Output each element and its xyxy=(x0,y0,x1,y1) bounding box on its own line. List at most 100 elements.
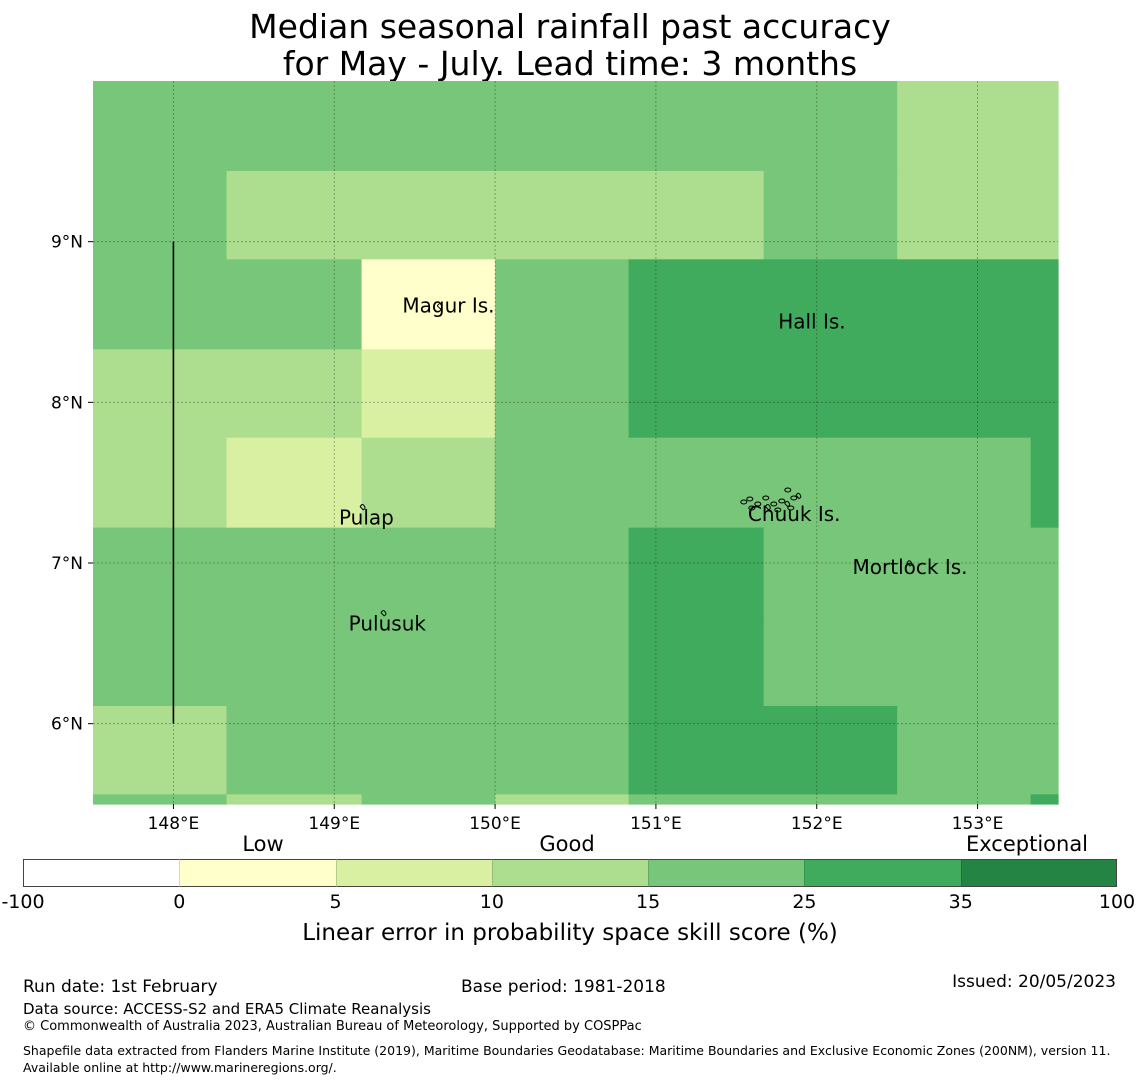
colorbar-tick-label: 35 xyxy=(948,891,973,913)
island-label: Magur Is. xyxy=(402,293,494,317)
issued-date: Issued: 20/05/2023 xyxy=(952,972,1116,992)
colorbar-tick-label: 0 xyxy=(173,891,186,913)
data-source: Data source: ACCESS-S2 and ERA5 Climate … xyxy=(23,1000,431,1018)
grid-cell xyxy=(361,349,496,439)
grid-cell xyxy=(763,527,1059,617)
grid-cell xyxy=(93,349,363,439)
grid-cell xyxy=(763,616,1059,707)
lon-tick-label: 151°E xyxy=(630,814,682,830)
island-outline xyxy=(359,504,366,511)
copyright-notice: © Commonwealth of Australia 2023, Austra… xyxy=(23,1019,642,1034)
island-outline xyxy=(746,496,754,502)
island-outline xyxy=(795,492,802,500)
island-outline xyxy=(784,487,792,493)
grid-cell xyxy=(628,705,898,795)
island-outline xyxy=(740,499,748,505)
island-outline xyxy=(770,501,778,507)
grid-cell xyxy=(495,437,1032,529)
grid-cell xyxy=(763,170,898,260)
colorbar-segment xyxy=(804,859,962,887)
base-period: Base period: 1981-2018 xyxy=(461,977,666,997)
lon-tick-label: 153°E xyxy=(952,814,1004,830)
lat-tick-label: 6°N xyxy=(51,715,83,735)
island-label: Chuuk Is. xyxy=(748,502,841,526)
grid-cell xyxy=(93,794,228,805)
colorbar-segment xyxy=(648,859,805,887)
grid-cell xyxy=(1030,437,1059,529)
lat-tick-label: 8°N xyxy=(51,393,83,413)
grid-cell xyxy=(226,170,765,260)
grid-cell xyxy=(495,794,630,805)
grid-cell xyxy=(93,170,228,260)
lon-tick-label: 148°E xyxy=(148,814,200,830)
graticule xyxy=(93,81,1058,804)
grid-cell xyxy=(361,437,496,529)
grid-cell xyxy=(226,705,630,795)
island-outline xyxy=(762,495,770,501)
grid-cell xyxy=(628,259,1059,350)
colorbar-tick-label: 5 xyxy=(329,891,342,913)
colorbar-tick-label: 25 xyxy=(792,891,817,913)
colorbar-segment xyxy=(960,859,1118,887)
map-title-line-1: Median seasonal rainfall past accuracy xyxy=(249,7,891,46)
grid-cell xyxy=(897,170,1059,260)
island-label: Pulusuk xyxy=(349,611,427,635)
grid-cell xyxy=(897,705,1059,795)
colorbar-segment xyxy=(335,859,493,887)
grid-cell xyxy=(226,437,363,529)
colorbar-label-good: Good xyxy=(539,832,595,856)
lon-tick-label: 152°E xyxy=(791,814,843,830)
grid-cell xyxy=(361,794,496,805)
island-outline xyxy=(906,560,913,567)
colorbar-tick-label: 15 xyxy=(636,891,661,913)
grid-cell xyxy=(628,616,765,707)
island-outline xyxy=(748,505,756,511)
colorbar-tick-label: 10 xyxy=(479,891,504,913)
map-axes: 148°E 149°E 150°E 151°E 152°E 153°E 9°N 8°N 7°N 6… xyxy=(51,233,1003,830)
grid-cell xyxy=(897,81,1059,172)
grid-cell xyxy=(628,349,1059,439)
island-outlines xyxy=(359,303,913,617)
run-date: Run date: 1st February xyxy=(23,977,218,997)
grid-cell xyxy=(495,259,630,350)
island-outline xyxy=(778,498,786,504)
grid-cell xyxy=(495,349,630,439)
island-outline xyxy=(754,501,762,507)
grid-cell xyxy=(93,705,228,795)
grid-cell xyxy=(628,794,1032,805)
island-outline xyxy=(774,507,782,513)
island-outline xyxy=(787,505,795,511)
lat-tick-label: 7°N xyxy=(51,554,83,574)
lon-tick-label: 149°E xyxy=(308,814,360,830)
map-title-line-2: for May - July. Lead time: 3 months xyxy=(282,44,858,83)
grid-cell xyxy=(93,527,630,617)
shapefile-credit: Shapefile data extracted from Flanders M… xyxy=(23,1043,1111,1075)
colorbar-segment xyxy=(491,859,649,887)
colorbar-label-exceptional: Exceptional xyxy=(965,832,1089,856)
lon-tick-label: 150°E xyxy=(469,814,521,830)
map-panel: Magur Is. Hall Is. Pulap Chuuk Is. Mortlock … xyxy=(51,81,1059,830)
island-label: Pulap xyxy=(339,505,394,529)
lat-tick-label: 9°N xyxy=(51,233,83,253)
colorbar-segment xyxy=(23,859,180,887)
island-labels: Magur Is. Hall Is. Pulap Chuuk Is. Mortlock … xyxy=(339,293,968,635)
skill-grid xyxy=(93,81,1059,805)
grid-cell xyxy=(93,616,630,707)
colorbar-tick-label: -100 xyxy=(1,891,45,913)
grid-cell xyxy=(361,259,496,350)
grid-cell xyxy=(226,794,363,805)
colorbar-tick-label: 100 xyxy=(1098,891,1136,913)
colorbar-segment xyxy=(179,859,337,887)
island-outline xyxy=(436,303,443,310)
grid-cell xyxy=(763,81,898,172)
colorbar-label-low: Low xyxy=(242,832,284,856)
island-label: Hall Is. xyxy=(778,309,845,333)
island-outline xyxy=(790,495,798,501)
grid-cell xyxy=(1030,794,1059,805)
grid-cell xyxy=(93,437,228,529)
colorbar-title: Linear error in probability space skill … xyxy=(302,920,838,946)
grid-cell xyxy=(93,81,228,172)
grid-cell xyxy=(93,259,363,350)
island-outline xyxy=(764,504,771,511)
grid-cell xyxy=(628,527,765,617)
